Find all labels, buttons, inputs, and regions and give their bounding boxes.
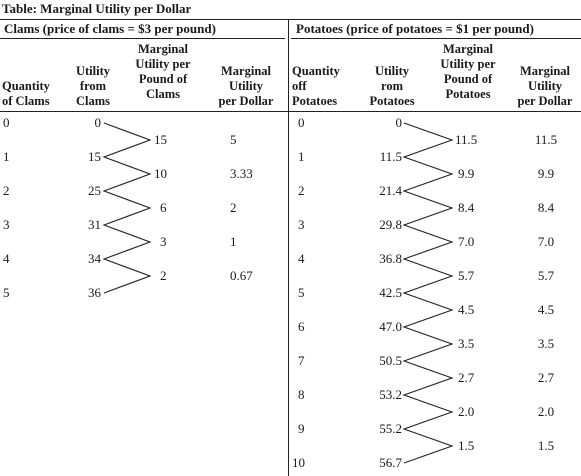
table-cell: 0	[298, 115, 305, 130]
table-cell: 11.5	[534, 132, 558, 147]
table-cell: 2.7	[458, 370, 475, 385]
header-mu-dollar-potatoes: Marginal Utility per Dollar	[517, 64, 573, 108]
table-cell: 31	[88, 217, 101, 232]
table-cell: 7	[298, 353, 305, 368]
table-cell: 11.5	[379, 149, 402, 164]
table-title: Table: Marginal Utility per Dollar	[2, 1, 192, 16]
table-cell: 53.2	[379, 387, 402, 402]
table-cell: 3.33	[230, 166, 253, 181]
table-cell: 4.5	[458, 302, 475, 317]
table-top-rule	[0, 19, 581, 20]
clams-group-header: Clams (price of clams = $3 per pound)	[4, 21, 216, 36]
table-cell: 10	[292, 455, 305, 470]
table-cell: 15	[154, 132, 167, 147]
table-cell: 34	[88, 251, 101, 266]
header-mu-dollar-clams: Marginal Utility per Dollar	[218, 64, 274, 108]
table-cell: 2.0	[458, 404, 475, 419]
group-separator-line	[288, 19, 289, 476]
table-cell: 1.5	[458, 438, 475, 453]
table-cell: 1.5	[537, 438, 555, 453]
table-cell: 4	[298, 251, 305, 266]
table-cell: 29.8	[379, 217, 402, 232]
table-cell: 36.8	[379, 251, 402, 266]
table-cell: 4	[3, 251, 10, 266]
table-cell: 3	[298, 217, 305, 232]
table-cell: 2.7	[537, 370, 555, 385]
table-cell: 25	[88, 183, 101, 198]
table-cell: 1	[298, 149, 305, 164]
table-cell: 1	[230, 234, 237, 249]
table-cell: 3.5	[537, 336, 555, 351]
table-cell: 0	[94, 115, 102, 130]
table-cell: 50.5	[379, 353, 402, 368]
header-quantity-clams: Quantity of Clams	[2, 79, 50, 108]
table-cell: 2	[160, 268, 167, 283]
table-cell: 47.0	[379, 319, 402, 334]
potatoes-group-header: Potatoes (price of potatoes = $1 per pou…	[296, 21, 534, 36]
header-utility-clams: Utility from Clams	[75, 64, 111, 108]
header-mu-pound-clams: Marginal Utility per Pound of Clams	[135, 42, 191, 101]
table-cell: 8	[298, 387, 305, 402]
table-cell: 1	[3, 149, 10, 164]
table-cell: 21.4	[379, 183, 402, 198]
table-cell: 3	[3, 217, 10, 232]
table-cell: 3	[160, 234, 167, 249]
header-bottom-rule	[0, 111, 581, 112]
table-cell: 55.2	[379, 421, 402, 436]
table-cell: 5	[298, 285, 305, 300]
table-cell: 7.0	[537, 234, 555, 249]
header-utility-potatoes: Utility rom Potatoes	[369, 64, 415, 108]
table-cell: 4.5	[537, 302, 555, 317]
group-header-rule-clams	[0, 38, 285, 39]
table-cell: 5	[230, 132, 237, 147]
table-cell: 0	[395, 115, 403, 130]
table-cell: 36	[88, 285, 101, 300]
table-cell: 8.4	[458, 200, 475, 215]
table-cell: 2	[3, 183, 10, 198]
table-cell: 10	[154, 166, 167, 181]
table-cell: 11.5	[455, 132, 478, 147]
table-cell: 56.7	[379, 455, 402, 470]
table-cell: 0	[3, 115, 10, 130]
table-cell: 42.5	[379, 285, 402, 300]
table-cell: 2	[298, 183, 305, 198]
table-cell: 2	[230, 200, 237, 215]
table-cell: 9.9	[458, 166, 475, 181]
potatoes-zigzag-line	[402, 122, 454, 464]
table-cell: 3.5	[458, 336, 475, 351]
clams-zigzag-line	[102, 122, 152, 294]
table-cell: 8.4	[537, 200, 555, 215]
table-cell: 7.0	[458, 234, 475, 249]
table-cell: 0.67	[230, 268, 253, 283]
table-cell: 5.7	[537, 268, 555, 283]
table-cell: 9.9	[537, 166, 555, 181]
header-quantity-potatoes: Quantity off Potatoes	[292, 64, 340, 108]
group-header-rule-potatoes	[291, 38, 581, 39]
table-cell: 5.7	[458, 268, 475, 283]
header-mu-pound-potatoes: Marginal Utility per Pound of Potatoes	[440, 42, 496, 101]
table-cell: 9	[298, 421, 305, 436]
table-cell: 6	[298, 319, 305, 334]
table-cell: 2.0	[537, 404, 555, 419]
table-cell: 5	[3, 285, 10, 300]
table-cell: 15	[88, 149, 101, 164]
table-cell: 6	[160, 200, 167, 215]
